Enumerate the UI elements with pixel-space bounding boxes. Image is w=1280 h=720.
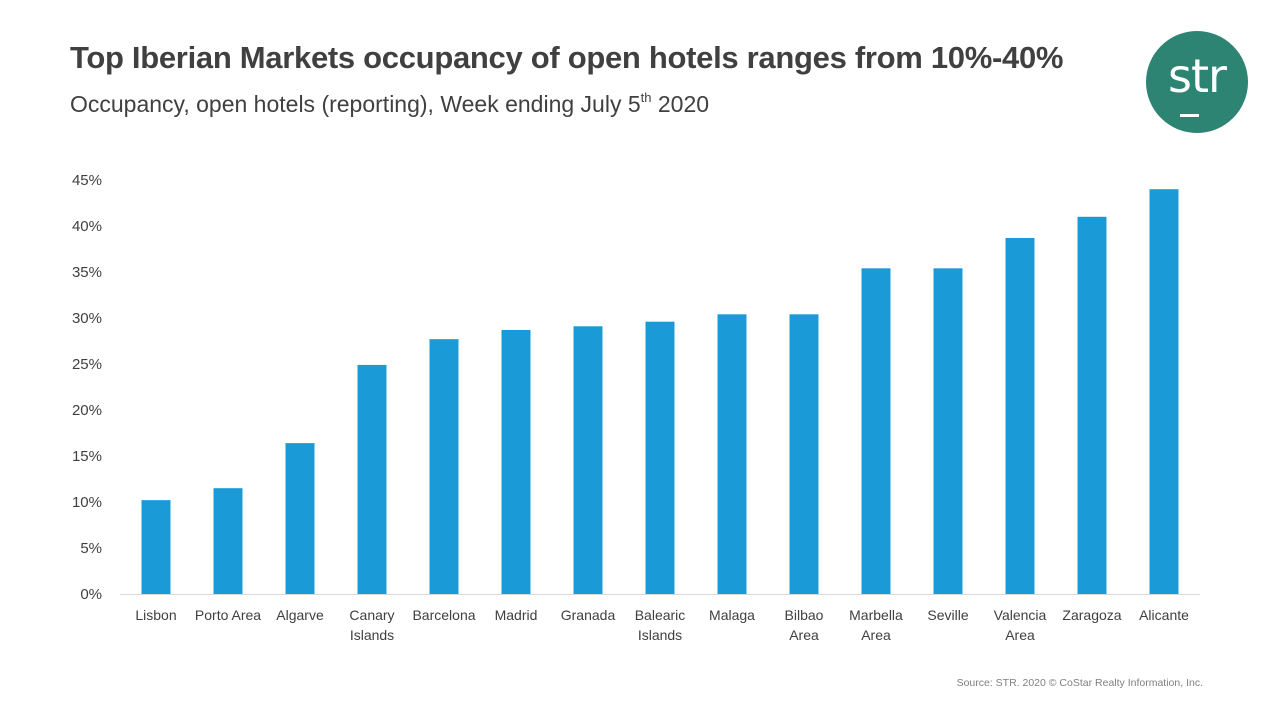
y-tick-label: 5% xyxy=(80,540,102,557)
chart-subtitle: Occupancy, open hotels (reporting), Week… xyxy=(70,90,709,118)
logo-text: str xyxy=(1168,49,1227,103)
bar xyxy=(1005,237,1035,594)
bar xyxy=(1149,189,1179,594)
x-tick-label: Barcelona xyxy=(412,607,475,623)
y-tick-label: 45% xyxy=(72,172,102,189)
subtitle-main: Occupancy, open hotels (reporting), Week… xyxy=(70,91,641,117)
y-tick-label: 15% xyxy=(72,448,102,465)
y-tick-label: 35% xyxy=(72,264,102,281)
x-tick-label: Madrid xyxy=(495,607,538,623)
y-axis: 0% 5% 10% 15% 20% 25% 30% 35% 40% 45% xyxy=(72,172,102,603)
x-tick-label: Lisbon xyxy=(135,607,176,623)
str-logo: str xyxy=(1146,31,1248,133)
x-tick-label: Algarve xyxy=(276,607,324,623)
y-tick-label: 10% xyxy=(72,494,102,511)
x-tick-label: Seville xyxy=(927,607,968,623)
x-axis: Lisbon Porto Area Algarve Canary Islands Barc… xyxy=(135,607,1189,643)
bars xyxy=(141,189,1179,595)
subtitle-superscript: th xyxy=(640,90,652,105)
subtitle-year: 2020 xyxy=(651,91,710,117)
y-tick-label: 20% xyxy=(72,402,102,419)
bar xyxy=(573,326,603,594)
bar xyxy=(429,339,459,594)
x-tick-label: Bilbao Area xyxy=(785,607,824,643)
x-tick-label: Balearic Islands xyxy=(635,607,686,643)
y-tick-label: 40% xyxy=(72,218,102,235)
bar xyxy=(717,314,747,594)
x-tick-label: Malaga xyxy=(709,607,755,623)
x-tick-label: Marbella Area xyxy=(849,607,903,643)
x-tick-label: Valencia Area xyxy=(994,607,1047,643)
x-tick-label: Canary Islands xyxy=(349,607,394,643)
bar xyxy=(933,268,963,594)
y-tick-label: 0% xyxy=(80,586,102,603)
bar xyxy=(789,314,819,594)
chart-title: Top Iberian Markets occupancy of open ho… xyxy=(70,40,1064,75)
bar xyxy=(357,364,387,594)
x-tick-label: Granada xyxy=(561,607,616,623)
logo-underline xyxy=(1180,114,1199,117)
bar xyxy=(285,443,315,594)
x-tick-label: Alicante xyxy=(1139,607,1189,623)
x-tick-label: Porto Area xyxy=(195,607,261,623)
bar xyxy=(141,500,171,594)
bar xyxy=(861,268,891,594)
bar xyxy=(1077,216,1107,595)
bar xyxy=(645,321,675,594)
source-note: Source: STR. 2020 © CoStar Realty Inform… xyxy=(956,677,1203,689)
bar xyxy=(501,329,531,594)
x-tick-label: Zaragoza xyxy=(1062,607,1121,623)
y-tick-label: 25% xyxy=(72,356,102,373)
y-tick-label: 30% xyxy=(72,310,102,327)
bar xyxy=(213,488,243,594)
